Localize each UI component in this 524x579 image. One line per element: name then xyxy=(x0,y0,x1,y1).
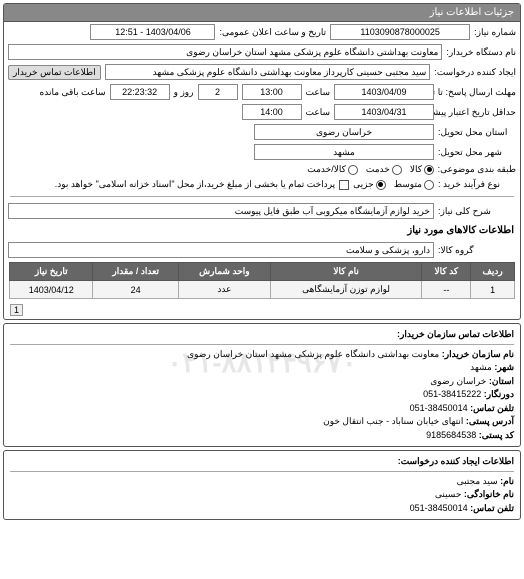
cell-unit: عدد xyxy=(178,281,270,299)
contact-line: نام خانوادگی: حسینی xyxy=(10,488,514,502)
resp-date-field[interactable] xyxy=(334,84,434,100)
row-group: گروه کالا: xyxy=(4,240,520,260)
cell-row: 1 xyxy=(471,281,514,299)
page-number[interactable]: 1 xyxy=(10,304,23,316)
contact-line: نام: سید مجتبی xyxy=(10,475,514,489)
col-code: کد کالا xyxy=(422,263,471,281)
col-name: نام کالا xyxy=(270,263,422,281)
radio-dot-icon xyxy=(392,165,402,175)
contact-line: تلفن تماس: 38450014-051 xyxy=(10,502,514,516)
creator-contact-block: اطلاعات ایجاد کننده درخواست: نام: سید مج… xyxy=(3,450,521,520)
treasury-checkbox[interactable] xyxy=(339,180,349,190)
contact-line: نام سازمان خریدار: معاونت بهداشتی دانشگا… xyxy=(10,348,514,362)
ann-label: تاریخ و ساعت اعلان عمومی: xyxy=(219,27,326,38)
prov-label: استان محل تحویل: xyxy=(438,127,516,138)
radio-service[interactable]: خدمت xyxy=(366,164,402,175)
radio-dot-icon xyxy=(376,180,386,190)
contact-line: استان: خراسان رضوی xyxy=(10,375,514,389)
remain-days-label: روز و xyxy=(174,87,194,98)
group-label: گروه کالا: xyxy=(438,245,516,256)
radio-partial[interactable]: جزیی xyxy=(353,179,386,190)
cat-radios: کالا خدمت کالا/خدمت xyxy=(307,164,434,175)
row-valid: حداقل تاریخ اعتبار پیشنهاد تا تاریخ: ساع… xyxy=(4,102,520,122)
contact-line: دورنگار: 38415222-051 xyxy=(10,388,514,402)
group-field[interactable] xyxy=(8,242,434,258)
contact-line: کد پستی: 9185684538 xyxy=(10,429,514,443)
cell-qty: 24 xyxy=(93,281,179,299)
contact-line: آدرس پستی: انتهای خیابان سناباد - جنب ان… xyxy=(10,415,514,429)
creator-contact-head: اطلاعات ایجاد کننده درخواست: xyxy=(10,455,514,472)
req-no-label: شماره نیاز: xyxy=(474,27,516,38)
ann-field[interactable] xyxy=(90,24,215,40)
row-category: طبقه بندی موضوعی: کالا خدمت کالا/خدمت xyxy=(4,162,520,177)
remain-time-field xyxy=(110,84,170,100)
panel-title: جزئیات اطلاعات نیاز xyxy=(4,4,520,22)
valid-date-field[interactable] xyxy=(334,104,434,120)
col-date: تاریخ نیاز xyxy=(10,263,93,281)
col-row: ردیف xyxy=(471,263,514,281)
buyer-contact-block: ۰۲۱-۸۸۱۲۴۹۶۷۰ اطلاعات تماس سازمان خریدار… xyxy=(3,323,521,447)
buyer-field[interactable] xyxy=(8,44,442,60)
row-creator: ایجاد کننده درخواست: اطلاعات تماس خریدار xyxy=(4,62,520,82)
pager: 1 xyxy=(4,301,520,319)
row-desc: شرح کلی نیاز: xyxy=(4,201,520,221)
radio-goods[interactable]: کالا xyxy=(410,164,434,175)
cell-name: لوازم توزن آزمایشگاهی xyxy=(270,281,422,299)
row-resp-deadline: مهلت ارسال پاسخ: تا تاریخ: ساعت روز و سا… xyxy=(4,82,520,102)
creator-field[interactable] xyxy=(105,64,431,80)
table-header-row: ردیف کد کالا نام کالا واحد شمارش تعداد /… xyxy=(10,263,515,281)
radio-dot-icon xyxy=(424,165,434,175)
contact-line: تلفن تماس: 38450014-051 xyxy=(10,402,514,416)
treasury-note: پرداخت تمام یا بخشی از مبلغ خرید،از محل … xyxy=(55,179,335,190)
row-buyer: نام دستگاه خریدار: xyxy=(4,42,520,62)
resp-label: مهلت ارسال پاسخ: تا تاریخ: xyxy=(438,87,516,98)
city-field[interactable] xyxy=(254,144,434,160)
radio-dot-icon xyxy=(424,180,434,190)
col-qty: تعداد / مقدار xyxy=(93,263,179,281)
type-radios: متوسط جزیی xyxy=(353,179,434,190)
row-province: استان محل تحویل: xyxy=(4,122,520,142)
desc-field[interactable] xyxy=(8,203,434,219)
valid-time-label: ساعت xyxy=(306,107,331,118)
col-unit: واحد شمارش xyxy=(178,263,270,281)
row-purchase-type: نوع فرآیند خرید : متوسط جزیی پرداخت تمام… xyxy=(4,177,520,192)
buyer-label: نام دستگاه خریدار: xyxy=(446,47,516,58)
row-req-no: شماره نیاز: تاریخ و ساعت اعلان عمومی: xyxy=(4,22,520,42)
cat-label: طبقه بندی موضوعی: xyxy=(438,164,516,175)
radio-dot-icon xyxy=(348,165,358,175)
resp-time-label: ساعت xyxy=(306,87,331,98)
table-row[interactable]: 1 -- لوازم توزن آزمایشگاهی عدد 24 1403/0… xyxy=(10,281,515,299)
buyer-contact-head: اطلاعات تماس سازمان خریدار: xyxy=(10,328,514,345)
prov-field[interactable] xyxy=(254,124,434,140)
cell-code: -- xyxy=(422,281,471,299)
items-section-head: اطلاعات کالاهای مورد نیاز xyxy=(4,221,520,240)
type-label: نوع فرآیند خرید : xyxy=(438,179,516,190)
resp-time-field[interactable] xyxy=(242,84,302,100)
buyer-contact-button[interactable]: اطلاعات تماس خریدار xyxy=(8,65,101,80)
radio-medium[interactable]: متوسط xyxy=(394,179,434,190)
items-table: ردیف کد کالا نام کالا واحد شمارش تعداد /… xyxy=(9,262,515,299)
creator-label: ایجاد کننده درخواست: xyxy=(434,67,516,78)
valid-label: حداقل تاریخ اعتبار پیشنهاد تا تاریخ: xyxy=(438,107,516,118)
city-label: شهر محل تحویل: xyxy=(438,147,516,158)
remain-label: ساعت باقی مانده xyxy=(40,87,106,98)
contact-line: شهر: مشهد xyxy=(10,361,514,375)
details-panel: جزئیات اطلاعات نیاز شماره نیاز: تاریخ و … xyxy=(3,3,521,320)
desc-label: شرح کلی نیاز: xyxy=(438,206,516,217)
radio-both[interactable]: کالا/خدمت xyxy=(307,164,358,175)
cell-date: 1403/04/12 xyxy=(10,281,93,299)
remain-days-field xyxy=(198,84,238,100)
valid-time-field[interactable] xyxy=(242,104,302,120)
row-city: شهر محل تحویل: xyxy=(4,142,520,162)
req-no-field[interactable] xyxy=(330,24,470,40)
